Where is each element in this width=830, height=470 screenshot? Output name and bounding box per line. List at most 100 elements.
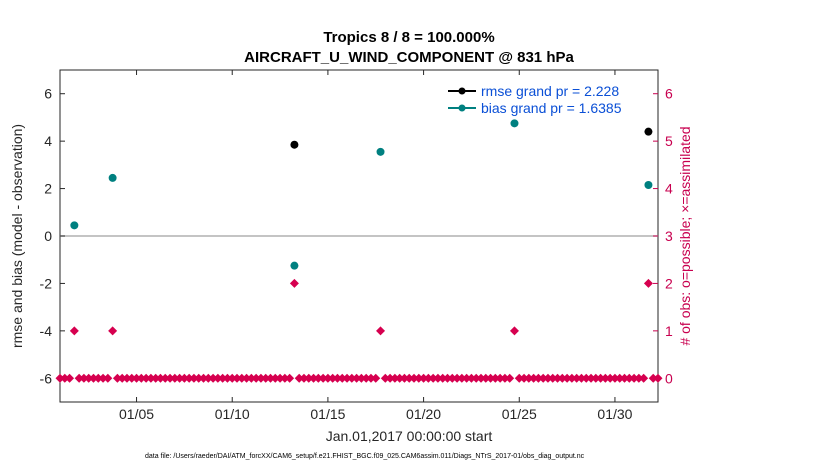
obs-count-point (399, 373, 409, 383)
rmse-point (290, 140, 299, 149)
obs-count-point (55, 373, 65, 383)
legend-bias-label: bias grand pr = 1.6385 (481, 100, 622, 116)
obs-count-point (318, 373, 328, 383)
obs-count-point (414, 373, 424, 383)
obs-count-point (457, 373, 467, 383)
obs-count-point (309, 373, 319, 383)
obs-count-point (184, 373, 194, 383)
obs-count-point (256, 373, 266, 383)
obs-count-point (610, 373, 620, 383)
obs-count-series (55, 278, 663, 383)
legend-rmse-label: rmse grand pr = 2.228 (481, 83, 619, 99)
obs-count-point (447, 373, 457, 383)
legend-rmse-marker (458, 87, 466, 95)
obs-count-point (557, 373, 567, 383)
y-axis-left-label: rmse and bias (model - observation) (9, 124, 25, 348)
obs-count-point (596, 373, 606, 383)
obs-count-point (203, 373, 213, 383)
obs-count-point (519, 373, 529, 383)
obs-count-point (466, 373, 476, 383)
y-left-tick-label: 2 (44, 181, 52, 197)
obs-count-point (141, 373, 151, 383)
obs-count-point (347, 373, 357, 383)
obs-count-point (117, 373, 127, 383)
y-left-tick-label: 4 (44, 133, 52, 149)
obs-count-point (151, 373, 161, 383)
x-tick-label: 01/25 (502, 406, 537, 422)
bias-point (108, 173, 117, 182)
obs-count-point (160, 373, 170, 383)
obs-count-point (74, 373, 84, 383)
obs-count-point (423, 373, 433, 383)
obs-count-point (505, 373, 515, 383)
obs-count-point (251, 373, 261, 383)
x-tick-label: 01/20 (406, 406, 441, 422)
obs-count-point (624, 373, 634, 383)
y-right-tick-label: 3 (665, 228, 673, 244)
obs-count-point (433, 373, 443, 383)
y-right-tick-label: 2 (665, 275, 673, 291)
obs-count-point (60, 373, 70, 383)
obs-count-point (352, 373, 362, 383)
obs-count-point (79, 373, 89, 383)
obs-count-point (538, 373, 548, 383)
obs-count-point (337, 373, 347, 383)
y-left-tick-label: -6 (40, 370, 53, 386)
bias-point (70, 221, 79, 230)
obs-count-point (524, 373, 534, 383)
obs-count-point (237, 373, 247, 383)
obs-count-point (98, 373, 108, 383)
obs-count-point (586, 373, 596, 383)
obs-count-point (146, 373, 156, 383)
y-right-tick-label: 5 (665, 133, 673, 149)
obs-count-point (419, 373, 429, 383)
obs-count-point (495, 373, 505, 383)
obs-count-point (639, 373, 649, 383)
obs-count-point (500, 373, 510, 383)
obs-count-point (509, 326, 519, 336)
obs-count-point (103, 373, 113, 383)
obs-count-point (548, 373, 558, 383)
y-right-tick-label: 1 (665, 323, 673, 339)
bias-point (644, 181, 653, 190)
obs-count-point (108, 326, 118, 336)
y-left-tick-label: 0 (44, 228, 52, 244)
obs-count-point (218, 373, 228, 383)
obs-count-point (194, 373, 204, 383)
obs-count-point (213, 373, 223, 383)
obs-count-point (371, 373, 381, 383)
y-right-tick-label: 6 (665, 86, 673, 102)
obs-count-point (366, 373, 376, 383)
x-tick-label: 01/05 (119, 406, 154, 422)
obs-count-point (615, 373, 625, 383)
chart-title-line2: AIRCRAFT_U_WIND_COMPONENT @ 831 hPa (244, 49, 574, 66)
obs-count-point (438, 373, 448, 383)
obs-count-point (261, 373, 271, 383)
obs-count-point (122, 373, 132, 383)
obs-count-point (476, 373, 486, 383)
obs-count-point (222, 373, 232, 383)
obs-count-point (514, 373, 524, 383)
x-tick-label: 01/10 (215, 406, 250, 422)
legend: rmse grand pr = 2.228 bias grand pr = 1.… (448, 83, 622, 116)
obs-count-point (84, 373, 94, 383)
obs-count-point (265, 373, 275, 383)
x-tick-label: 01/15 (310, 406, 345, 422)
bias-point (510, 119, 519, 128)
obs-count-point (65, 373, 75, 383)
obs-count-point (232, 373, 242, 383)
obs-count-point (629, 373, 639, 383)
obs-count-point (404, 373, 414, 383)
bias-series (70, 119, 653, 270)
obs-count-point (653, 373, 663, 383)
y-right-tick-label: 0 (665, 370, 673, 386)
obs-count-point (567, 373, 577, 383)
x-tick-label: 01/30 (597, 406, 632, 422)
y-axis-left-ticks: 6 4 2 0 -2 -4 -6 (40, 86, 65, 386)
obs-count-point (605, 373, 615, 383)
obs-count-point (428, 373, 438, 383)
obs-count-point (313, 373, 323, 383)
obs-count-point (208, 373, 218, 383)
obs-count-point (69, 326, 79, 336)
obs-count-point (155, 373, 165, 383)
